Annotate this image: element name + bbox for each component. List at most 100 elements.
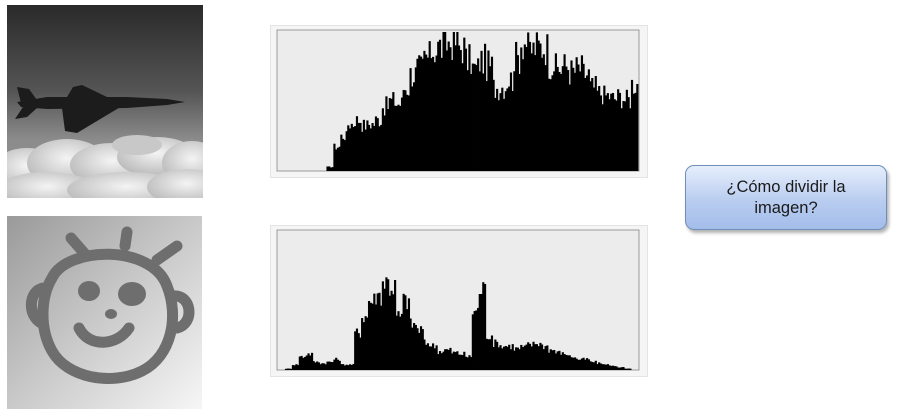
histogram-top-bar (411, 86, 414, 171)
histogram-top-bar (416, 58, 419, 172)
histogram-bottom-bar (338, 360, 341, 370)
histogram-top-bar (502, 98, 506, 171)
histogram-bottom-bar (475, 310, 478, 370)
histogram-top-bar (468, 44, 471, 171)
histogram-top-bar (553, 71, 556, 171)
histogram-bottom-bar (528, 343, 532, 370)
histogram-bottom-bar (454, 352, 457, 370)
histogram-bottom-bar (347, 365, 350, 370)
histogram-top-bar (556, 66, 559, 171)
histogram-bottom-bar (348, 364, 352, 370)
histogram-top-bar (463, 37, 466, 171)
histogram-bottom-bar (457, 354, 461, 370)
histogram-top-bar (350, 123, 353, 171)
histogram-bottom-bar (608, 365, 611, 370)
histogram-top-bar (617, 89, 620, 171)
histogram-bottom-bar (605, 364, 608, 370)
histogram-top-bar (570, 60, 573, 171)
histogram-bottom-bar (425, 344, 428, 370)
histogram-top-bar (457, 45, 461, 171)
histogram-bottom-bar (558, 350, 561, 370)
histogram-top-bar (478, 71, 481, 171)
histogram-bottom-bar (497, 347, 500, 370)
histogram-top-bar (537, 40, 540, 171)
histogram-bottom-bar (464, 356, 468, 370)
histogram-top-bar (636, 83, 639, 171)
histogram-bottom-bar (409, 318, 412, 370)
histogram-bottom-bar (295, 364, 298, 370)
histogram-top-bar (496, 88, 499, 171)
histogram-bottom-bar (373, 293, 376, 370)
histogram-bottom-bar (629, 368, 632, 370)
histogram-bottom-bar (290, 368, 293, 370)
histogram-top-bar (335, 149, 338, 171)
histogram-top-bar (547, 78, 551, 171)
histogram-bottom-bar (411, 327, 414, 370)
histogram-top-bar (343, 140, 346, 171)
histogram-top-bar (432, 56, 435, 171)
histogram-top-bar (440, 57, 443, 171)
histogram-top-bar (601, 104, 604, 171)
histogram-bottom-bar (419, 326, 423, 370)
histogram-bottom-bar (451, 353, 454, 370)
histogram-top-bar (407, 95, 411, 171)
histogram-top-bar (473, 63, 476, 171)
histogram-bottom-bar (413, 323, 416, 370)
histogram-bottom-bar (523, 345, 526, 370)
histogram-top-bar (513, 71, 516, 171)
histogram-bottom-bar (530, 346, 533, 370)
histogram-bottom-bar (319, 364, 322, 370)
histogram-bottom-chart (276, 229, 640, 371)
histogram-bottom-bar (525, 344, 528, 370)
histogram-bottom-bar (435, 345, 438, 370)
histogram-top-bar (589, 81, 592, 171)
histogram-bottom-bar (603, 364, 606, 370)
histogram-top-bar (622, 100, 625, 171)
histogram-bottom-bar (502, 346, 506, 370)
histogram-bottom-bar (492, 346, 495, 370)
histogram-bottom-bar (504, 345, 507, 370)
histogram-bottom-bar (509, 349, 513, 370)
histogram-bottom-bar (470, 357, 473, 370)
histogram-top-bar (608, 99, 611, 171)
histogram-top-bar (615, 100, 618, 171)
histogram-top-bar (364, 129, 367, 171)
histogram-bottom-bar (333, 359, 336, 370)
histogram-top-bar (444, 32, 447, 171)
histogram-top-bar (380, 124, 383, 171)
histogram-bottom-bar (404, 295, 407, 370)
histogram-bottom-bar (380, 305, 383, 370)
histogram-bottom-bar (449, 347, 452, 370)
histogram-top-bar (603, 85, 606, 171)
histogram-top-bar (366, 120, 369, 171)
histogram-top-bar (352, 127, 355, 171)
histogram-bottom-bar (480, 294, 483, 370)
histogram-top-bar (447, 41, 450, 172)
histogram-top-bar (613, 99, 616, 171)
histogram-bottom-bar (314, 362, 317, 370)
histogram-bottom-bar (387, 279, 390, 370)
histogram-top-bar (373, 125, 376, 171)
histogram-bottom-bar (428, 346, 431, 370)
histogram-bottom-bar (540, 344, 544, 370)
histogram-bottom-bar (388, 295, 391, 370)
histogram-bottom-bar (297, 365, 300, 370)
histogram-top-bar (625, 89, 628, 171)
histogram-top-bar (606, 93, 609, 171)
histogram-top-bar (511, 91, 514, 171)
histogram-bottom-bar (565, 354, 568, 370)
histogram-bottom-bar (501, 348, 504, 370)
histogram-top-bar (494, 97, 497, 171)
histogram-bottom-bar (447, 349, 450, 370)
histogram-top-bar (475, 65, 478, 171)
histogram-top-bar (435, 55, 438, 171)
histogram-top-bar (464, 48, 468, 171)
histogram-bottom-bar (490, 335, 494, 370)
histogram-top-bar (527, 32, 530, 172)
histogram-top-bar (388, 98, 391, 171)
histogram-top-bar (487, 50, 490, 171)
histogram-bottom-bar (575, 358, 578, 370)
histogram-bottom-bar (546, 345, 549, 370)
histogram-top-bar (425, 54, 428, 171)
histogram-bottom-bar (352, 363, 355, 370)
